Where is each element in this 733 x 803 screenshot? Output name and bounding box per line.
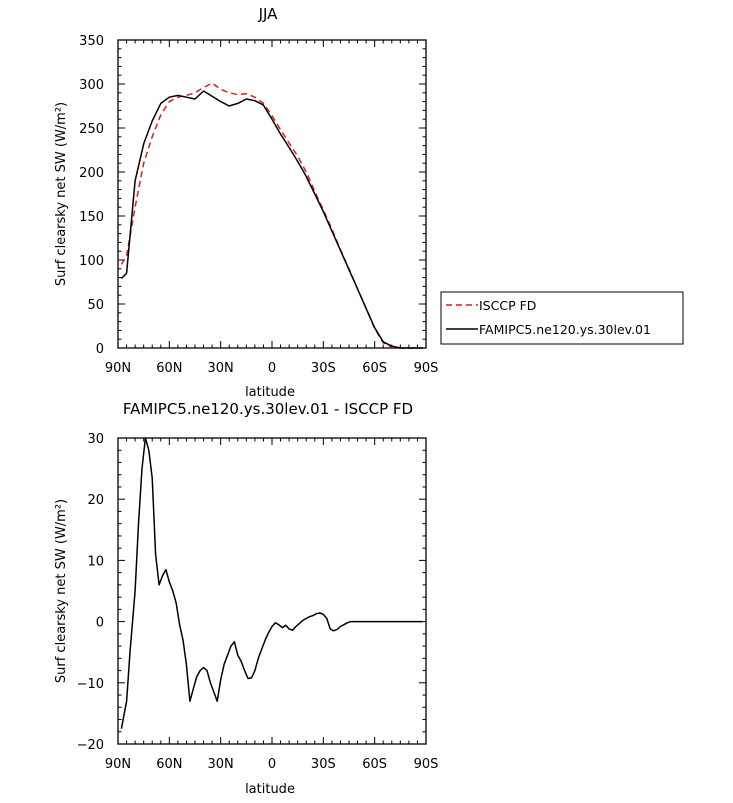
y-tick-label: 250: [79, 122, 104, 137]
y-tick-label: 0: [96, 616, 104, 631]
x-tick-label: 90N: [105, 361, 131, 376]
legend-label-famipc5: FAMIPC5.ne120.ys.30lev.01: [479, 322, 651, 337]
bottom-panel: FAMIPC5.ne120.ys.30lev.01 - ISCCP FD 90N…: [54, 400, 438, 797]
x-tick-label: 30S: [311, 757, 336, 772]
series-line-famipc5: [120, 90, 423, 349]
x-tick-label: 60N: [156, 757, 182, 772]
series-line-isccp-fd: [120, 82, 423, 349]
bottom-panel-xlabel: latitude: [245, 782, 295, 797]
y-tick-label: 0: [96, 342, 104, 357]
difference-series-line: [120, 437, 423, 729]
y-tick-label: 20: [87, 493, 104, 508]
y-tick-label: 300: [79, 78, 104, 93]
x-tick-label: 30N: [208, 757, 234, 772]
top-panel-title: JJA: [258, 5, 279, 23]
legend-box: [440, 291, 684, 345]
y-tick-label: 10: [87, 554, 104, 569]
x-tick-label: 90S: [414, 757, 439, 772]
top-panel-ticks: 90N 60N 30N 0 30S 60S 90S 0 50 100 150 200 250 300 350: [79, 34, 438, 376]
bottom-panel-title: FAMIPC5.ne120.ys.30lev.01 - ISCCP FD: [123, 400, 413, 418]
legend: ISCCP FD FAMIPC5.ne120.ys.30lev.01: [440, 291, 684, 345]
top-panel-ylabel: Surf clearsky net SW (W/m²): [54, 102, 69, 286]
x-tick-label: 30N: [208, 361, 234, 376]
bottom-panel-series: [120, 437, 423, 729]
y-tick-label: −20: [77, 738, 104, 753]
top-panel: JJA 90N 60N 30N 0 30S 60S 90S 0 50 100 150 200 250 30…: [54, 5, 684, 400]
x-tick-label: 90N: [105, 757, 131, 772]
x-tick-label: 60N: [156, 361, 182, 376]
y-tick-label: 50: [87, 298, 104, 313]
top-panel-xlabel: latitude: [245, 385, 295, 400]
top-panel-frame: [117, 39, 427, 349]
y-tick-label: −10: [77, 677, 104, 692]
x-tick-label: 90S: [414, 361, 439, 376]
y-tick-label: 350: [79, 34, 104, 49]
y-tick-label: 100: [79, 254, 104, 269]
y-tick-label: 150: [79, 210, 104, 225]
bottom-panel-ticks: 90N 60N 30N 0 30S 60S 90S −20 −10 0 10 20 30: [77, 432, 439, 772]
x-tick-label: 60S: [362, 361, 387, 376]
x-tick-label: 60S: [362, 757, 387, 772]
y-tick-label: 200: [79, 166, 104, 181]
x-tick-label: 30S: [311, 361, 336, 376]
bottom-panel-frame: [117, 437, 427, 745]
x-tick-label: 0: [268, 361, 276, 376]
x-tick-label: 0: [268, 757, 276, 772]
legend-label-isccp: ISCCP FD: [479, 298, 536, 313]
top-panel-series: [120, 82, 423, 349]
bottom-panel-ylabel: Surf clearsky net SW (W/m²): [54, 499, 69, 683]
y-tick-label: 30: [87, 432, 104, 447]
